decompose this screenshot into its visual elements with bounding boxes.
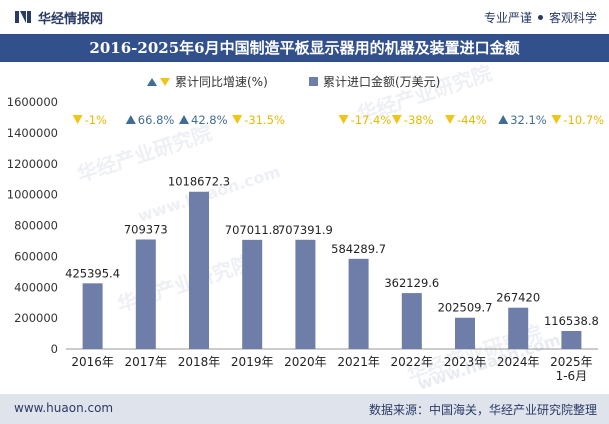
growth-label: -44% xyxy=(457,113,487,127)
legend-amount-label: 累计进口金额(万美元) xyxy=(323,74,440,89)
growth-down-icon xyxy=(72,115,83,124)
growth-label: -17.4% xyxy=(351,113,392,127)
x-tick-label: 1-6月 xyxy=(556,369,588,383)
bar xyxy=(401,293,422,349)
slogan-right: 客观科学 xyxy=(548,11,597,25)
bar xyxy=(242,239,263,349)
bar-value-label: 116538.8 xyxy=(544,314,599,328)
bar xyxy=(508,307,529,349)
legend-growth-up-icon xyxy=(147,78,157,86)
x-tick-label: 2024年 xyxy=(497,355,540,369)
growth-down-icon xyxy=(445,115,455,124)
y-tick-label: 600000 xyxy=(14,249,58,263)
growth-label: -10.7% xyxy=(563,113,604,127)
growth-down-icon xyxy=(391,115,402,124)
growth-down-icon xyxy=(551,115,562,124)
bar xyxy=(348,258,369,349)
y-tick-label: 1600000 xyxy=(7,95,58,109)
brand-name: 华经情报网 xyxy=(38,11,104,27)
growth-down-icon xyxy=(338,115,349,124)
growth-up-icon xyxy=(125,115,136,124)
growth-down-icon xyxy=(232,115,243,124)
legend-growth-label: 累计同比增速(%) xyxy=(175,75,268,89)
bar-value-label: 1018672.3 xyxy=(168,175,230,189)
axis: 0 200000 400000 600000 800000 1000000 1200000 1… xyxy=(7,95,598,383)
bar-value-label: 267420 xyxy=(496,291,540,305)
x-tick-label: 2018年 xyxy=(178,355,221,369)
bar xyxy=(135,239,156,349)
legend: 累计同比增速(%) 累计进口金额(万美元) xyxy=(147,74,440,89)
growth-label: -31.5% xyxy=(244,113,285,127)
bar-value-label: 202509.7 xyxy=(438,301,493,315)
chart: 华经产业研究院华经产业研究院华经产业研究院华经产业研究院www.huaon.co… xyxy=(7,62,604,394)
growth-up-icon xyxy=(179,115,189,124)
growth-up-icon xyxy=(498,115,509,124)
x-tick-label: 2025年 xyxy=(550,355,593,369)
bar-value-label: 707391.9 xyxy=(278,223,333,237)
x-tick-label: 2020年 xyxy=(284,355,327,369)
growth-label: 32.1% xyxy=(510,113,547,127)
slogan: 专业严谨 客观科学 xyxy=(484,9,597,26)
chart-title: 2016-2025年6月中国制造平板显示器用的机器及装置进口金额 xyxy=(89,39,520,57)
y-tick-label: 800000 xyxy=(14,219,58,233)
legend-amount-swatch xyxy=(309,77,318,86)
bar-value-label: 584289.7 xyxy=(331,242,386,256)
title-bar: 2016-2025年6月中国制造平板显示器用的机器及装置进口金额 xyxy=(0,34,609,62)
footer: www.huaon.com 数据来源：中国海关，华经产业研究院整理 xyxy=(0,394,609,424)
y-tick-label: 200000 xyxy=(14,311,58,325)
footer-website: www.huaon.com xyxy=(14,401,114,415)
y-tick-label: 1400000 xyxy=(7,126,58,140)
y-tick-label: 400000 xyxy=(14,280,58,294)
slogan-dot-icon xyxy=(537,15,543,20)
bar-value-label: 709373 xyxy=(124,222,168,236)
y-tick-label: 1000000 xyxy=(7,188,58,202)
x-tick-label: 2022年 xyxy=(391,355,434,369)
x-tick-label: 2021年 xyxy=(337,355,380,369)
legend-growth-down-icon xyxy=(160,78,170,86)
bar-value-label: 707011.8 xyxy=(225,223,280,237)
growth-label: 66.8% xyxy=(138,113,175,127)
brand: 华经情报网 xyxy=(14,7,103,27)
bar-value-label: 362129.6 xyxy=(384,276,439,290)
growth-label: 42.8% xyxy=(191,113,228,127)
footer-source: 数据来源：中国海关，华经产业研究院整理 xyxy=(368,403,597,417)
x-tick-label: 2017年 xyxy=(125,355,168,369)
watermark-text: 华经产业研究院 xyxy=(114,251,255,317)
growth-labels: -1% 66.8% 42.8% -31.5% -17.4% -38% -44% 32.1% -1… xyxy=(72,113,604,127)
slogan-left: 专业严谨 xyxy=(483,11,532,25)
top-bar: 华经情报网 专业严谨 客观科学 xyxy=(0,0,609,34)
bar xyxy=(295,239,316,349)
y-tick-label: 0 xyxy=(51,342,58,356)
bar xyxy=(455,317,475,349)
x-tick-label: 2019年 xyxy=(231,355,274,369)
bar-value-label: 425395.4 xyxy=(65,266,120,280)
bar xyxy=(561,331,582,349)
growth-label: -1% xyxy=(85,113,107,127)
bar xyxy=(82,283,103,349)
x-tick-label: 2016年 xyxy=(71,355,114,369)
bar xyxy=(189,191,209,349)
growth-label: -38% xyxy=(404,113,434,127)
brand-logo-icon xyxy=(15,11,31,23)
y-tick-label: 1200000 xyxy=(7,157,58,171)
x-tick-label: 2023年 xyxy=(444,355,487,369)
